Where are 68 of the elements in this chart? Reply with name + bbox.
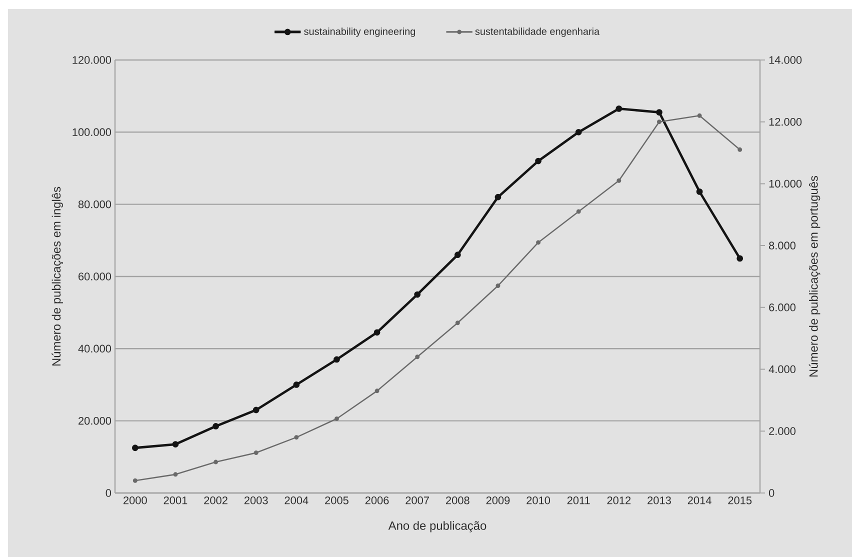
x-tick-label: 2003: [244, 496, 268, 504]
point: [616, 106, 622, 112]
point: [496, 284, 500, 288]
y-tick-label: 120.000: [72, 56, 112, 64]
point: [454, 252, 461, 258]
x-tick-label: 2005: [325, 496, 348, 504]
point: [697, 113, 702, 118]
y2-tick-label: 14.000: [769, 56, 802, 64]
x-tick-label: 2011: [567, 496, 590, 504]
y-tick-label: 60.000: [78, 272, 112, 280]
y2-tick-label: 2.000: [769, 427, 796, 436]
x-tick-label: 2007: [406, 496, 429, 504]
point: [575, 128, 582, 136]
point: [414, 291, 421, 298]
point: [173, 472, 178, 477]
y2-tick-label: 10.000: [769, 180, 802, 188]
point: [736, 255, 744, 262]
x-tick-label: 2006: [365, 496, 389, 504]
x-axis-title: Ano de publicação: [388, 521, 486, 532]
point: [374, 388, 380, 394]
y-axis-title: Número de publicações em inglês: [52, 186, 64, 366]
x-tick-label: 2001: [164, 496, 188, 504]
point: [252, 406, 260, 414]
point: [293, 382, 300, 388]
x-tick-label: 2014: [688, 496, 712, 504]
point: [494, 194, 502, 200]
y2-tick-label: 0: [768, 489, 774, 497]
y2-axis-title: Número de publicações em português: [808, 176, 820, 377]
point: [415, 354, 420, 360]
y2-tick-label: 4.000: [768, 365, 796, 374]
point: [214, 460, 218, 464]
point: [455, 320, 460, 326]
point: [254, 450, 258, 456]
x-tick-label: 2008: [446, 496, 470, 504]
point: [656, 109, 662, 116]
y-tick-label: 80.000: [78, 200, 112, 208]
point: [132, 444, 138, 452]
legend-label: sustentabilidade engenharia: [475, 28, 600, 37]
x-tick-label: 2013: [648, 496, 671, 504]
point: [656, 120, 662, 124]
x-tick-label: 2010: [526, 496, 550, 504]
point: [132, 478, 138, 483]
point: [334, 356, 340, 363]
x-tick-label: 2015: [728, 496, 752, 504]
point: [616, 178, 622, 183]
y2-tick-label: 6.000: [769, 304, 796, 312]
x-tick-label: 2012: [607, 496, 631, 504]
y-tick-label: 20.000: [78, 416, 112, 425]
point: [374, 329, 380, 336]
y2-tick-label: 8.000: [769, 242, 796, 250]
x-tick-label: 2000: [124, 496, 147, 504]
legend-label: sustainability engineering: [304, 28, 416, 37]
point: [172, 441, 179, 448]
point: [576, 209, 581, 214]
x-tick-label: 2002: [204, 496, 228, 504]
point: [536, 240, 541, 245]
x-tick-label: 2009: [486, 496, 510, 504]
point: [696, 188, 703, 195]
x-tick-label: 2004: [284, 496, 308, 504]
y-tick-label: 100.000: [72, 128, 112, 136]
point: [212, 423, 219, 430]
y-tick-label: 40.000: [78, 344, 112, 353]
point: [334, 416, 339, 422]
y-tick-label: 0: [106, 489, 112, 497]
point: [535, 158, 542, 164]
point: [294, 435, 299, 440]
point: [738, 147, 742, 152]
y2-tick-label: 12.000: [769, 118, 802, 126]
